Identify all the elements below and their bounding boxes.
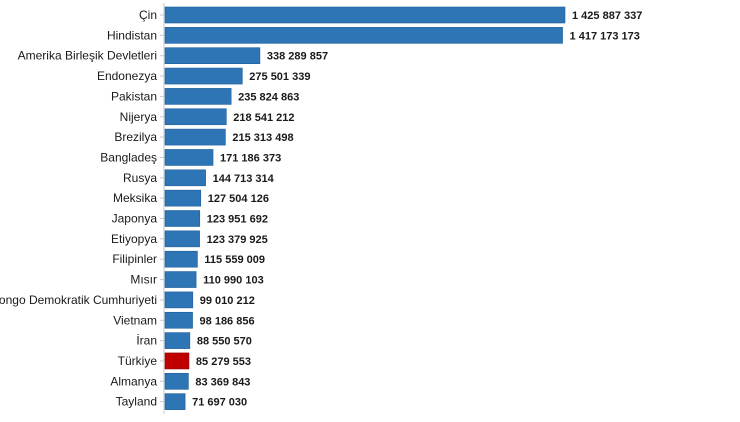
- value-label: 123 951 692: [207, 214, 268, 226]
- value-label: 275 501 339: [249, 71, 310, 83]
- value-label: 71 697 030: [192, 397, 247, 409]
- bar: [164, 210, 201, 227]
- category-label: Etiyopya: [111, 232, 157, 246]
- bar: [164, 108, 227, 126]
- bar: [164, 230, 200, 248]
- value-label: 171 186 373: [220, 152, 281, 164]
- value-label: 98 186 856: [200, 315, 255, 327]
- value-label: 235 824 863: [238, 91, 299, 103]
- value-label: 123 379 925: [207, 234, 268, 246]
- value-label: 110 990 103: [203, 275, 264, 287]
- bar: [164, 169, 206, 187]
- category-label: Bangladeş: [100, 150, 157, 164]
- category-label: Amerika Birleşik Devletleri: [18, 49, 157, 63]
- bar: [164, 27, 563, 44]
- value-label: 99 010 212: [200, 295, 255, 307]
- category-label: İran: [136, 334, 157, 348]
- value-label: 115 559 009: [204, 254, 265, 266]
- value-label: 88 550 570: [197, 336, 252, 348]
- category-label: Rusya: [123, 171, 157, 185]
- category-label: Meksika: [113, 191, 157, 205]
- value-label: 127 504 126: [208, 193, 269, 205]
- category-label: Brezilya: [114, 130, 157, 144]
- category-label: Japonya: [112, 212, 158, 226]
- value-label: 218 541 212: [233, 112, 294, 124]
- value-label: 1 417 173 173: [570, 30, 640, 42]
- category-label: Vietnam: [113, 313, 157, 327]
- value-label: 1 425 887 337: [572, 10, 642, 22]
- bar: [164, 250, 198, 268]
- bar: [164, 47, 261, 65]
- value-label: 338 289 857: [267, 51, 328, 63]
- bar: [164, 67, 243, 85]
- bar: [164, 149, 214, 166]
- bar: [164, 393, 186, 410]
- category-label: Endonezya: [97, 69, 157, 83]
- value-label: 85 279 553: [196, 356, 251, 368]
- category-label: Filipinler: [112, 252, 157, 266]
- bar: [164, 291, 194, 309]
- bar: [164, 271, 197, 288]
- category-label: Tayland: [116, 395, 157, 409]
- category-label: Pakistan: [111, 89, 157, 103]
- value-label: 144 713 314: [213, 173, 275, 185]
- bar: [164, 6, 566, 24]
- bar: [164, 128, 226, 146]
- category-label: Kongo Demokratik Cumhuriyeti: [0, 293, 157, 307]
- category-label: Hindistan: [107, 28, 157, 42]
- bar-highlighted: [164, 352, 190, 370]
- bar: [164, 332, 191, 349]
- bar: [164, 311, 193, 329]
- category-label: Türkiye: [118, 354, 158, 368]
- value-label: 83 369 843: [195, 376, 250, 388]
- category-label: Mısır: [130, 273, 157, 287]
- category-label: Nijerya: [120, 110, 158, 124]
- category-label: Çin: [139, 8, 157, 22]
- bar: [164, 372, 189, 390]
- bar: [164, 189, 202, 207]
- bar: [164, 88, 232, 105]
- category-label: Almanya: [110, 374, 157, 388]
- value-label: 215 313 498: [232, 132, 293, 144]
